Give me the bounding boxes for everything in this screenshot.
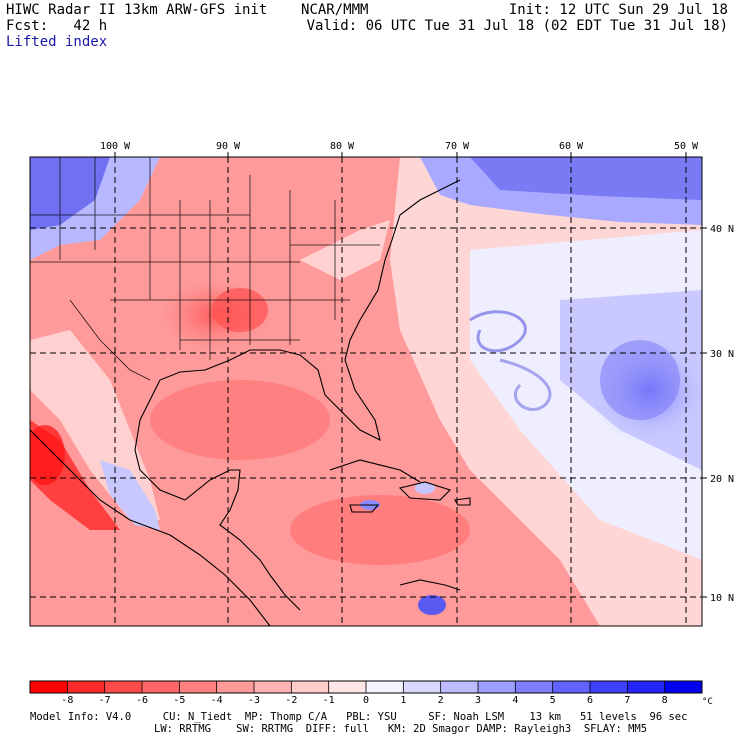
colorbar-unit: °C bbox=[702, 697, 713, 707]
lat-label: 20 N bbox=[710, 474, 734, 485]
lon-label: 100 W bbox=[100, 141, 131, 152]
colorbar-label: -5 bbox=[173, 695, 185, 706]
colorbar-swatch bbox=[254, 681, 292, 693]
map-frame bbox=[29, 156, 703, 627]
init-time: Init: 12 UTC Sun 29 Jul 18 bbox=[508, 2, 728, 18]
colorbar-swatch bbox=[30, 681, 68, 693]
colorbar-label: 4 bbox=[512, 695, 518, 706]
model-info-line2: LW: RRTMG SW: RRTMG DIFF: full KM: 2D Sm… bbox=[154, 723, 648, 735]
colorbar-swatch bbox=[440, 681, 479, 693]
colorbar-swatch bbox=[515, 681, 554, 693]
graticule bbox=[30, 157, 702, 626]
colorbar-swatch bbox=[142, 681, 180, 693]
colorbar-swatch bbox=[216, 681, 255, 693]
colorbar-swatch bbox=[403, 681, 442, 693]
colorbar-label: 8 bbox=[662, 695, 668, 706]
lat-label: 30 N bbox=[710, 349, 734, 360]
colorbar-label: -3 bbox=[248, 695, 260, 706]
colorbar-swatch bbox=[179, 681, 218, 693]
lat-label: 40 N bbox=[710, 224, 734, 235]
colorbar-label: -2 bbox=[285, 695, 297, 706]
colorbar-label: 1 bbox=[400, 695, 406, 706]
colorbar bbox=[29, 680, 703, 694]
colorbar-label: -8 bbox=[61, 695, 73, 706]
colorbar-label: -1 bbox=[323, 695, 335, 706]
lat-label: 10 N bbox=[710, 593, 734, 604]
field-name: Lifted index bbox=[6, 34, 108, 50]
axis-ticks bbox=[114, 152, 707, 598]
colorbar-label: 6 bbox=[587, 695, 593, 706]
colorbar-swatch bbox=[104, 681, 143, 693]
lon-label: 70 W bbox=[445, 141, 470, 152]
colorbar-swatch bbox=[478, 681, 516, 693]
lifted-index-field bbox=[30, 157, 702, 626]
colorbar-swatch bbox=[590, 681, 628, 693]
colorbar-label: -6 bbox=[136, 695, 148, 706]
lon-label: 50 W bbox=[674, 141, 699, 152]
lon-label: 80 W bbox=[330, 141, 355, 152]
forecast-hour: Fcst: 42 h bbox=[6, 18, 108, 34]
model-title: HIWC Radar II 13km ARW-GFS init NCAR/MMM bbox=[6, 2, 369, 18]
colorbar-label: 3 bbox=[475, 695, 481, 706]
state-borders bbox=[30, 157, 380, 381]
colorbar-label: 0 bbox=[363, 695, 369, 706]
colorbar-label: -4 bbox=[211, 695, 223, 706]
colorbar-swatch bbox=[627, 681, 666, 693]
lon-label: 90 W bbox=[216, 141, 241, 152]
colorbar-label: 2 bbox=[438, 695, 444, 706]
colorbar-swatch bbox=[552, 681, 591, 693]
model-info-line1: Model Info: V4.0 CU: N_Tiedt MP: Thomp C… bbox=[30, 711, 688, 723]
colorbar-swatch bbox=[328, 681, 367, 693]
colorbar-label: -7 bbox=[99, 695, 111, 706]
colorbar-swatch bbox=[67, 681, 106, 693]
colorbar-label: 7 bbox=[624, 695, 630, 706]
coastlines bbox=[30, 179, 471, 626]
colorbar-label: 5 bbox=[550, 695, 556, 706]
colorbar-swatch bbox=[366, 681, 404, 693]
valid-time: Valid: 06 UTC Tue 31 Jul 18 (02 EDT Tue … bbox=[306, 18, 728, 34]
colorbar-swatch bbox=[664, 681, 703, 693]
lon-label: 60 W bbox=[559, 141, 584, 152]
colorbar-swatch bbox=[291, 681, 330, 693]
